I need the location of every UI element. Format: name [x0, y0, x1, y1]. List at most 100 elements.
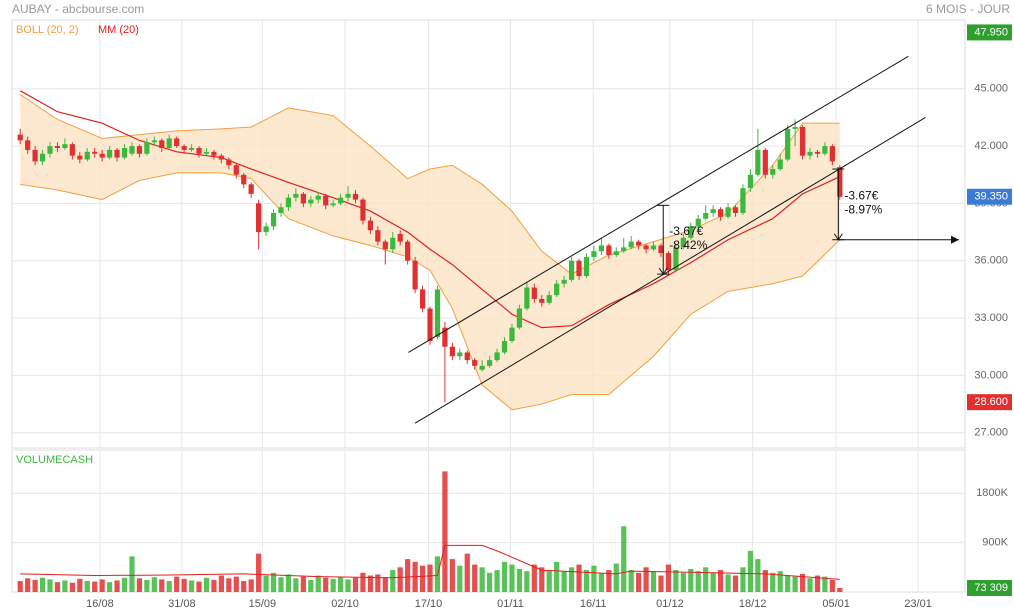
moving-average [19, 90, 841, 329]
bollinger-upper [19, 94, 840, 275]
candle-body [673, 247, 679, 271]
price-marker-label: 47.950 [974, 26, 1008, 38]
candle-body [121, 148, 128, 158]
candle-body [233, 165, 239, 175]
volume-bar [99, 579, 105, 592]
legend-boll: BOLL (20, 2) [16, 24, 79, 36]
price-marker [967, 188, 1012, 205]
candle-body [785, 128, 791, 160]
volume-bar [785, 575, 791, 592]
volume-bar [308, 579, 314, 592]
candle-body [114, 149, 120, 158]
candle-body [717, 209, 724, 217]
candle-body [248, 184, 254, 194]
candle-body [211, 151, 217, 156]
candle-body [92, 151, 98, 154]
volume-bar [576, 564, 582, 592]
candle-body [434, 289, 441, 338]
candle-body [32, 149, 38, 162]
volume-bar [39, 577, 46, 592]
candle-body [568, 260, 575, 280]
candle-body [315, 195, 321, 200]
candle-body [598, 245, 604, 252]
candle-body [613, 251, 619, 256]
volume-bar [658, 575, 664, 592]
candle-body [241, 174, 247, 185]
volume-bar [188, 580, 195, 592]
volume-bar [92, 581, 98, 592]
candle-body [799, 127, 806, 156]
bollinger-lower [20, 172, 841, 411]
y-tick-label: 45.000 [974, 83, 1008, 95]
volume-bar [47, 579, 53, 592]
candle-body [293, 193, 299, 198]
volume-bar [25, 578, 31, 592]
candle-body [457, 352, 463, 357]
y-tick-label: 900K [982, 537, 1008, 549]
volume-bar [598, 572, 604, 592]
volume-bar [330, 578, 336, 592]
volume-bar [710, 572, 716, 592]
volume-bar [546, 570, 552, 592]
trendline [414, 117, 926, 424]
volume-bar [628, 570, 634, 592]
volume-bar [524, 571, 530, 592]
candle-body [47, 146, 53, 154]
candle-body [62, 144, 68, 149]
candle-body [375, 230, 381, 242]
volume-bar [583, 570, 590, 592]
candle-body [464, 352, 470, 361]
candle-body [539, 298, 545, 303]
volume-bar [166, 581, 172, 592]
candle-body [69, 144, 75, 156]
candle-body [144, 142, 150, 154]
candle-body [643, 245, 649, 250]
candle-body [77, 155, 83, 160]
volume-bar [323, 577, 329, 592]
volume-bar [419, 565, 426, 592]
price-marker-label: 39.350 [974, 191, 1008, 203]
candle-body [166, 138, 172, 149]
volume-bar [293, 578, 299, 592]
volume-bar [218, 575, 224, 592]
volume-bar [248, 579, 254, 592]
x-tick-label: 02/10 [331, 598, 359, 610]
candle-body [762, 149, 768, 175]
candle-body [792, 127, 798, 129]
candle-body [107, 149, 113, 158]
x-tick-label: 05/01 [822, 598, 850, 610]
volume-bar [837, 587, 843, 592]
volume-bar [442, 471, 448, 592]
candle-body [770, 169, 776, 175]
volume-bar [337, 576, 344, 592]
volume-bar [755, 559, 761, 592]
volume-bar [405, 559, 411, 592]
volume-bar [352, 577, 359, 592]
candle-body [390, 237, 396, 250]
candle-body [256, 203, 262, 233]
volume-bar [531, 564, 537, 592]
x-tick-label: 16/08 [86, 598, 114, 610]
price-marker [967, 24, 1012, 41]
plot: 16/08 31/08 15/09 02/10 17/10 01/11 16/11 01/12… [12, 20, 1012, 610]
volume-bar [174, 576, 180, 592]
candle-body [337, 197, 344, 204]
candle-body [501, 341, 508, 353]
volume-bar [226, 578, 232, 592]
candle-body [583, 256, 590, 277]
volume-bar [315, 575, 321, 592]
header-left: AUBAY - abcbourse.com [12, 2, 144, 16]
volume-bar [367, 575, 374, 592]
volume-bar [69, 582, 75, 592]
volume-bar [17, 581, 23, 592]
candle-body [99, 153, 105, 158]
candle-body [278, 207, 284, 213]
measure-label: -8.42% [669, 238, 707, 252]
volume-bar [77, 578, 83, 592]
volume-bar [799, 573, 806, 592]
volume-bar [494, 570, 500, 592]
candle-body [352, 193, 359, 200]
volume-bar [427, 564, 433, 592]
trendline [408, 55, 909, 353]
